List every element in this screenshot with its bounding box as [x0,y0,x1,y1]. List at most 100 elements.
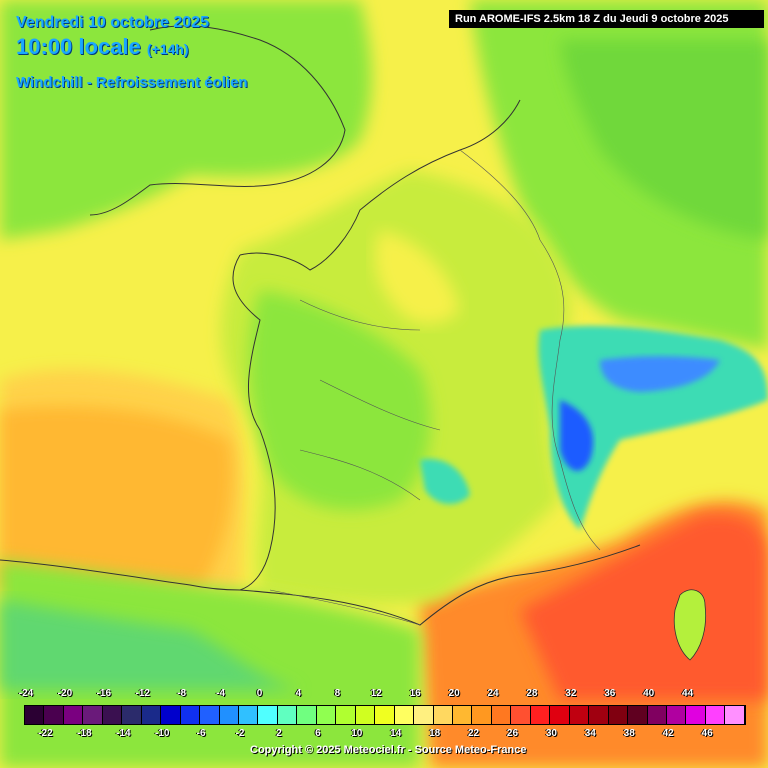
forecast-local-time: 10:00 locale [16,34,141,59]
parameter-title: Windchill - Refroissement éolien [16,74,248,91]
legend-lower-label: 46 [701,728,713,739]
atlantic-coast [232,254,276,591]
legend-lower-label: 38 [623,728,635,739]
forecast-lead-time: (+14h) [146,41,189,57]
borders [269,149,601,626]
legend-swatch [647,706,667,724]
legend-lower-label: -6 [196,728,206,739]
legend-swatch [433,706,453,724]
legend-swatch [44,706,64,724]
legend-swatch [200,706,220,724]
pyrenees-border [269,589,421,626]
legend-swatch [705,706,726,724]
pyrenees-cool-field [0,600,300,690]
legend-swatch [569,706,590,724]
legend-swatch [297,706,317,724]
legend-swatch [63,706,84,724]
legend-swatch [219,706,239,724]
legend-swatch [608,706,629,724]
legend-swatch [725,706,745,724]
legend-lower-label: 2 [276,728,282,739]
legend-swatch [355,706,376,724]
legend-upper-label: 24 [487,688,499,699]
legend-lower-label: 30 [545,728,557,739]
legend-upper-label: 32 [565,688,577,699]
eastern-border [459,149,601,551]
legend-lower-label: -10 [154,728,170,739]
legend-swatch [83,706,103,724]
legend-swatch [122,706,142,724]
legend-swatch [161,706,181,724]
legend-swatch [686,706,706,724]
coastlines [0,25,641,626]
legend-upper-label: -4 [216,688,226,699]
model-run-label: Run AROME-IFS 2.5km 18 Z du Jeudi 9 octo… [449,10,764,28]
legend-lower-label: 6 [315,728,321,739]
legend-upper-label: -24 [18,688,34,699]
legend-swatch [550,706,570,724]
legend-swatch [258,706,278,724]
legend-swatch [238,706,259,724]
legend-swatch [472,706,492,724]
alps-peaks-west [560,400,594,471]
channel-coast [239,99,521,271]
legend-lower-label: 18 [429,728,441,739]
britain-coast [89,25,346,216]
legend-upper-label: 20 [448,688,460,699]
legend-upper-label: 44 [682,688,694,699]
legend-upper-label: 4 [295,688,302,699]
britain-field [0,0,372,240]
germany-field [560,40,768,240]
legend-swatch [452,706,473,724]
legend-lower-label: 26 [506,728,519,739]
legend-upper-label: -8 [177,688,187,699]
legend-upper-label: -16 [96,688,112,699]
legend-lower-label: -14 [116,728,131,739]
legend-swatch [491,706,512,724]
mediterranean-coast [239,544,641,626]
legend-upper-label: -20 [57,688,73,699]
legend-swatch [277,706,298,724]
legend-lower-label: 34 [584,728,596,739]
legend-swatch [394,706,415,724]
legend-swatch [336,706,356,724]
legend-swatch [375,706,395,724]
legend-lower-label: 42 [662,728,674,739]
legend-swatch [102,706,123,724]
legend-swatch [25,706,45,724]
legend-upper-label: 40 [643,688,655,699]
legend-upper-label: 8 [334,688,341,699]
iberia-north-coast [0,559,241,591]
legend-upper-label: -12 [135,688,150,699]
paris-basin-field [374,230,460,324]
legend-swatch [666,706,687,724]
forecast-time: 10:00 locale (+14h) [16,34,189,60]
legend-lower-label: 22 [468,728,480,739]
corsica-island [673,589,707,661]
legend-lower-label: -18 [77,728,92,739]
legend-lower-label: 10 [351,728,363,739]
legend-swatch [180,706,201,724]
legend-swatch [316,706,337,724]
mediterranean-hot-field [520,513,768,700]
legend-lower-label: -22 [38,728,53,739]
legend-upper-label: 0 [256,688,263,699]
forecast-date: Vendredi 10 octobre 2025 [16,14,209,31]
legend-lower-label: 14 [390,728,402,739]
legend-upper-label: 16 [409,688,421,699]
color-legend: -24 -20 -16 -12 -8 -4 0 4 8 12 16 20 24 28 32 36 40 44 -2… [19,688,754,758]
alps-field [538,325,768,530]
massif-field [249,290,431,510]
legend-swatch [511,706,531,724]
legend-upper-label: 28 [526,688,538,699]
legend-swatch [414,706,434,724]
copyright-notice: Copyright © 2025 Meteociel.fr - Source M… [250,744,527,756]
legend-color-bar [24,705,746,725]
legend-lower-label: -2 [235,728,245,739]
legend-swatch [628,706,648,724]
atlantic-warm-field [0,406,233,590]
massif-central-cool-spot [420,459,470,505]
legend-swatch [589,706,609,724]
